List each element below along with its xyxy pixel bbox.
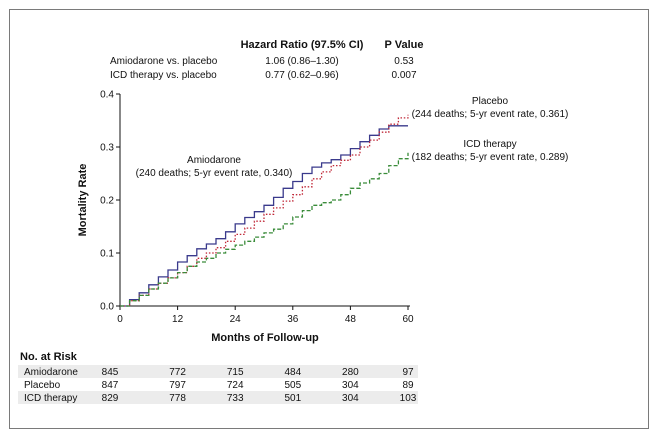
amiodarone-annotation-name: Amiodarone (187, 155, 241, 166)
series-lines (120, 114, 409, 307)
at-risk-cell: 772 (169, 367, 186, 378)
at-risk-cell: 797 (169, 380, 186, 391)
at-risk-cell: 103 (400, 393, 417, 404)
placebo-annotation-name: Placebo (472, 96, 509, 107)
p-column-header: P Value (385, 39, 424, 51)
y-tick-label: 0.1 (100, 249, 114, 260)
at-risk-cell: 505 (284, 380, 301, 391)
at-risk-cell: 733 (227, 393, 244, 404)
x-tick-label: 36 (287, 314, 299, 325)
hr-row-value: 0.77 (0.62–0.96) (265, 70, 338, 81)
placebo-line (120, 114, 409, 307)
hr-row-label: ICD therapy vs. placebo (110, 70, 217, 81)
x-tick-label: 24 (230, 314, 242, 325)
at-risk-cell: 304 (342, 393, 359, 404)
at-risk-cell: 89 (402, 380, 414, 391)
x-tick-label: 12 (172, 314, 184, 325)
at-risk-cell: 715 (227, 367, 244, 378)
at-risk-row-label: Amiodarone (24, 367, 78, 378)
icd-therapy-line (120, 152, 409, 307)
at-risk-cell: 484 (284, 367, 301, 378)
at-risk-cell: 304 (342, 380, 359, 391)
at-risk-row-shade (18, 391, 418, 404)
x-tick-label: 0 (117, 314, 123, 325)
y-axis-label: Mortality Rate (77, 164, 89, 237)
at-risk-cell: 724 (227, 380, 244, 391)
at-risk-values: 845 772 715 484 280 97 847 797 724 505 304 89 829 778… (102, 367, 417, 404)
hr-row-p: 0.007 (391, 70, 416, 81)
hazard-ratio-table: Hazard Ratio (97.5% CI) P Value Amiodaro… (110, 39, 423, 81)
at-risk-cell: 845 (102, 367, 119, 378)
at-risk-cell: 280 (342, 367, 359, 378)
y-ticks: 0.0 0.1 0.2 0.3 0.4 (100, 90, 120, 313)
x-tick-label: 60 (402, 314, 414, 325)
hr-row-p: 0.53 (394, 56, 414, 67)
icd-annotation-name: ICD therapy (463, 139, 516, 150)
x-axis-label: Months of Follow-up (211, 332, 319, 344)
x-tick-label: 48 (345, 314, 357, 325)
hr-column-header: Hazard Ratio (97.5% CI) (241, 39, 364, 51)
axes: 0.0 0.1 0.2 0.3 0.4 0 12 24 36 48 60 Months of Fo… (77, 90, 414, 345)
amiodarone-annotation-detail: (240 deaths; 5-yr event rate, 0.340) (136, 168, 293, 179)
at-risk-row-label: ICD therapy (24, 393, 77, 404)
at-risk-cell: 97 (402, 367, 414, 378)
hr-row-value: 1.06 (0.86–1.30) (265, 56, 338, 67)
series-annotations: Amiodarone (240 deaths; 5-yr event rate,… (136, 96, 569, 179)
icd-annotation-detail: (182 deaths; 5-yr event rate, 0.289) (412, 152, 569, 163)
y-tick-label: 0.2 (100, 196, 114, 207)
at-risk-cell: 501 (284, 393, 301, 404)
x-ticks: 0 12 24 36 48 60 (117, 306, 414, 325)
at-risk-title: No. at Risk (20, 351, 78, 363)
y-tick-label: 0.4 (100, 90, 114, 101)
y-tick-label: 0.3 (100, 143, 114, 154)
at-risk-row-label: Placebo (24, 380, 61, 391)
y-tick-label: 0.0 (100, 302, 114, 313)
at-risk-cell: 847 (102, 380, 119, 391)
at-risk-row-shade (18, 365, 418, 378)
at-risk-table: No. at Risk Amiodarone Placebo ICD thera… (18, 351, 418, 404)
placebo-annotation-detail: (244 deaths; 5-yr event rate, 0.361) (412, 109, 569, 120)
figure-frame (9, 9, 649, 429)
hr-row-label: Amiodarone vs. placebo (110, 56, 218, 67)
at-risk-cell: 778 (169, 393, 186, 404)
at-risk-cell: 829 (102, 393, 119, 404)
amiodarone-line (120, 125, 408, 307)
